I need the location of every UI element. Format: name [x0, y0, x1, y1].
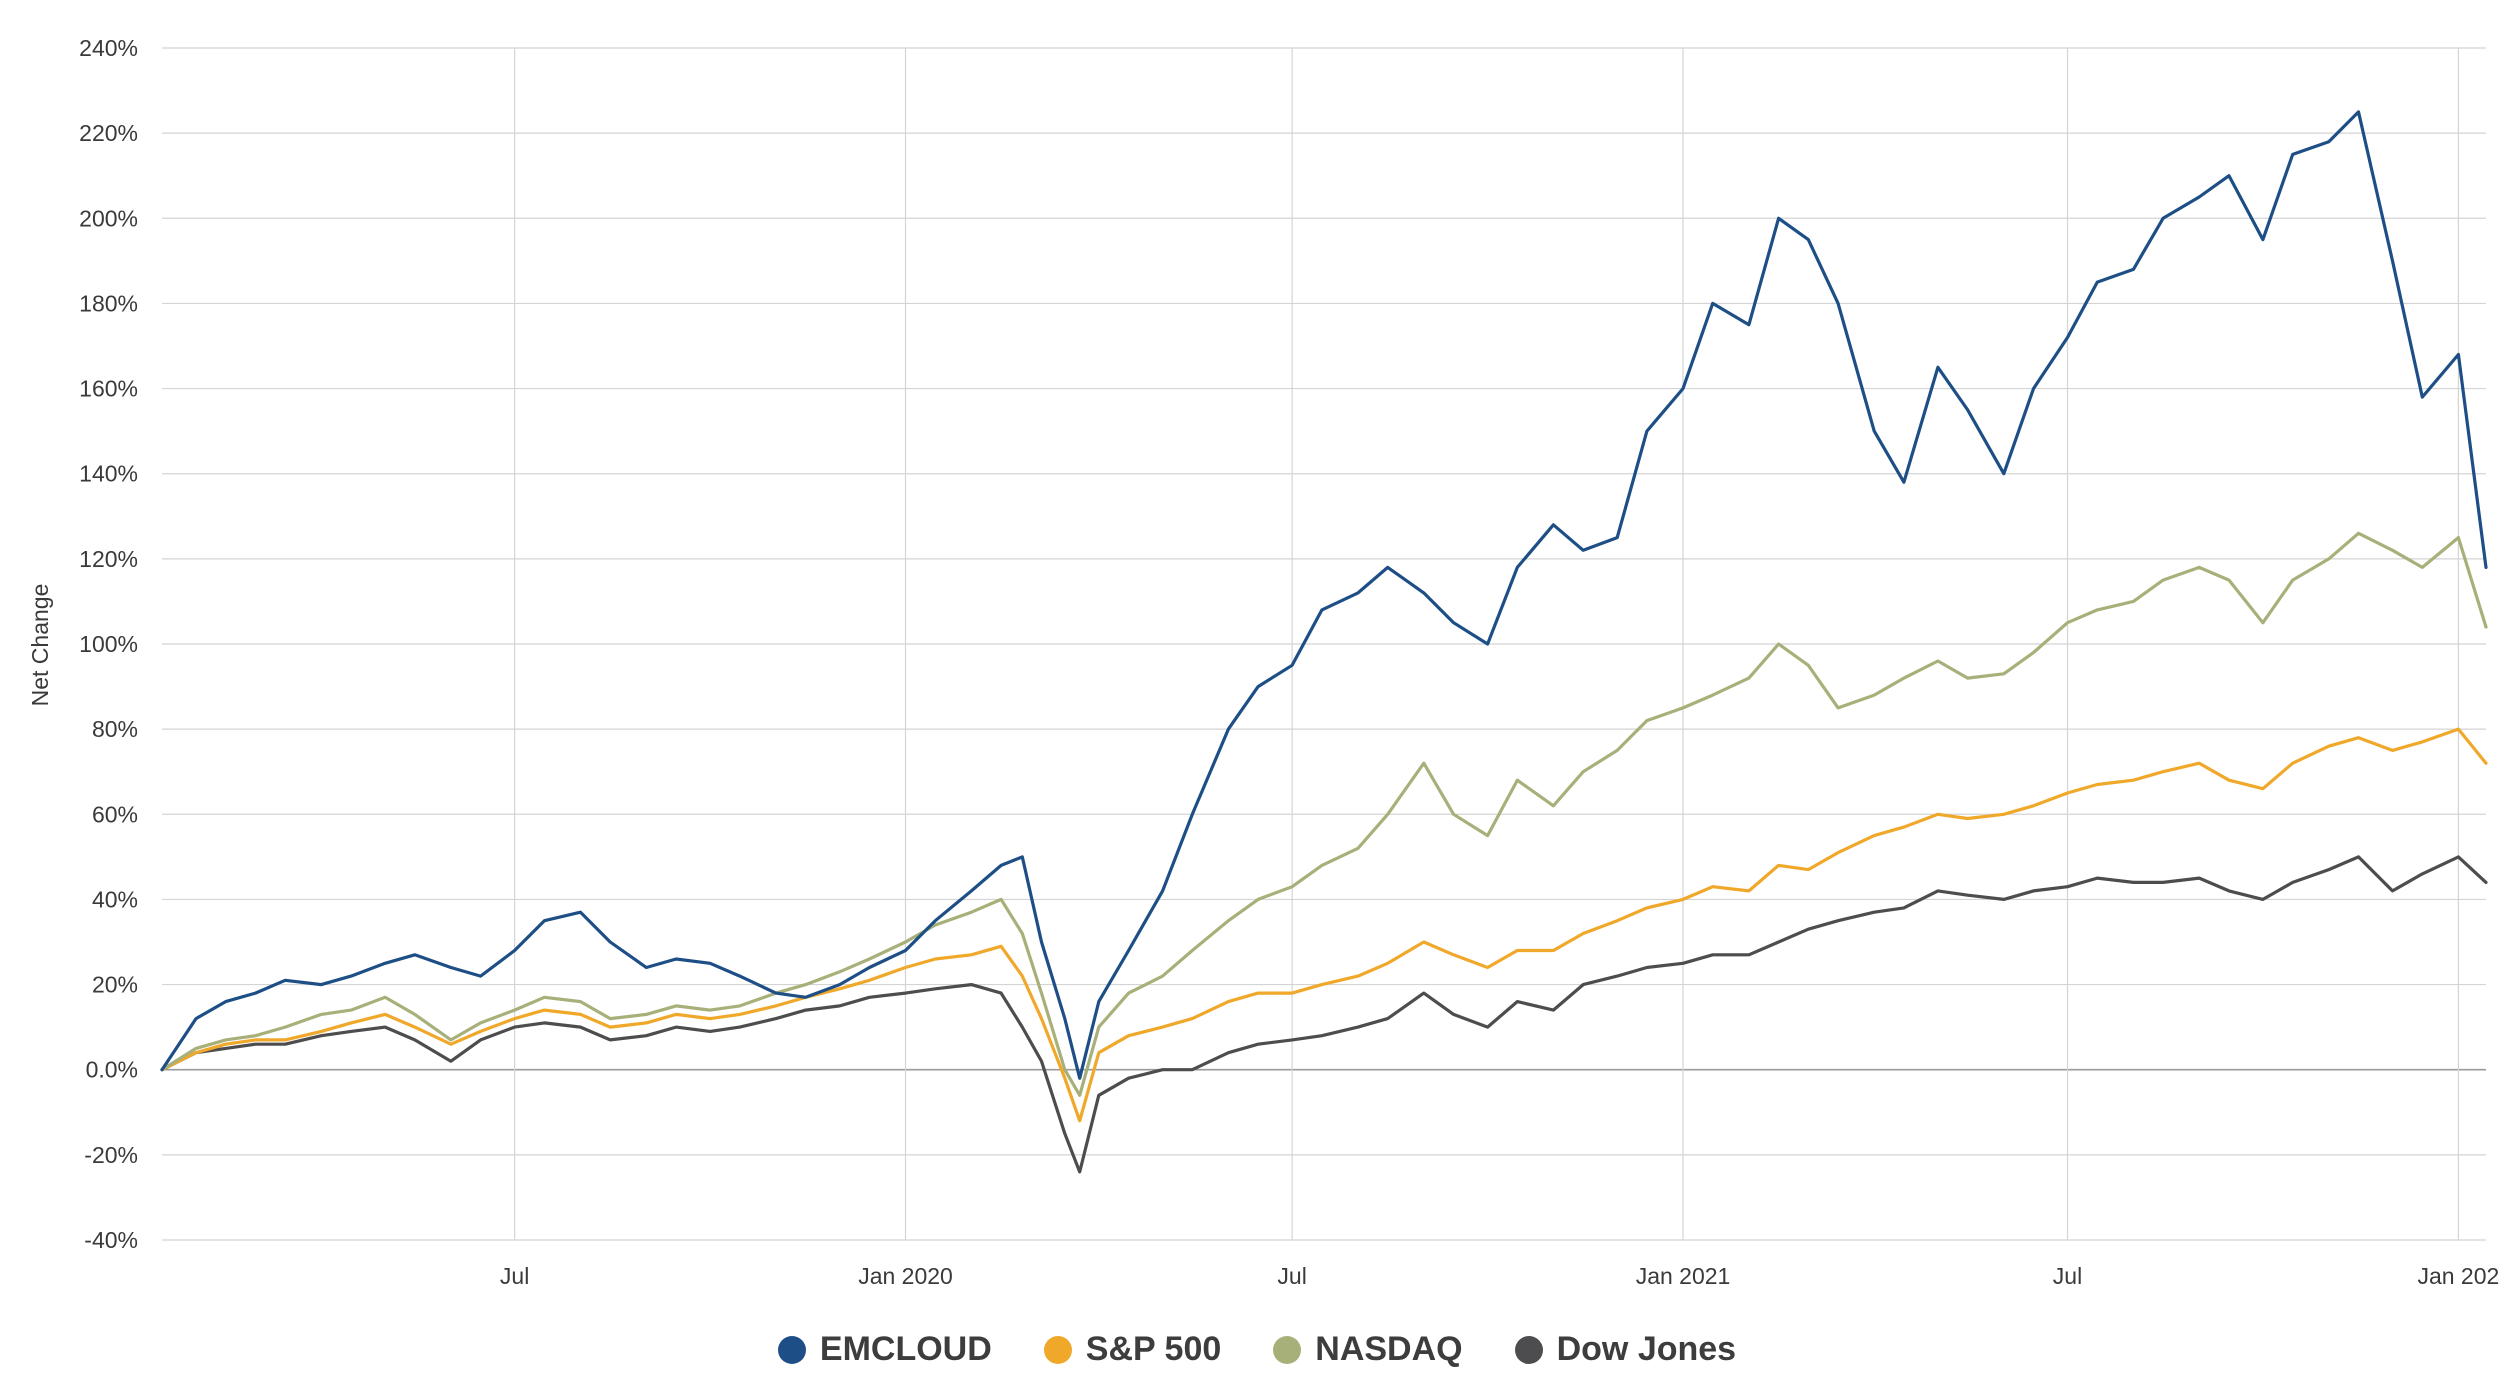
- legend-marker: [1273, 1335, 1302, 1364]
- horizontal-gridlines: [162, 47, 2486, 1241]
- y-axis-label: Net Change: [27, 584, 53, 707]
- series-line-emcloud: [160, 110, 2488, 1080]
- series-lines: [160, 110, 2488, 1174]
- series-line-dow-jones: [160, 855, 2488, 1174]
- y-tick-label: 60%: [92, 801, 138, 827]
- legend-label: NASDAQ: [1315, 1330, 1463, 1368]
- y-tick-label: 40%: [92, 886, 138, 912]
- y-tick-label: 140%: [79, 461, 138, 487]
- y-axis-ticks: 240% 220% 200% 180% 160% 140% 120% 100% 80% 60% 40…: [79, 35, 138, 1253]
- y-tick-label: 80%: [92, 716, 138, 742]
- y-tick-label: 240%: [79, 35, 138, 61]
- series-line-s-p-500: [160, 727, 2488, 1123]
- y-tick-label: 160%: [79, 376, 138, 402]
- y-tick-label: 200%: [79, 205, 138, 231]
- series-line-nasdaq: [160, 531, 2488, 1097]
- x-tick-label: Jan 2021: [1636, 1263, 1731, 1289]
- y-tick-label: 120%: [79, 546, 138, 572]
- legend-label: EMCLOUD: [819, 1330, 992, 1368]
- x-axis-ticks: Jul Jan 2020 Jul Jan 2021 Jul Jan 202: [500, 1263, 2499, 1289]
- y-tick-label: -40%: [84, 1227, 138, 1253]
- x-tick-label: Jan 202: [2417, 1263, 2499, 1289]
- legend-label: Dow Jones: [1556, 1330, 1737, 1368]
- y-tick-label: -20%: [84, 1142, 138, 1168]
- x-tick-label: Jul: [1277, 1263, 1306, 1289]
- legend-label: S&P 500: [1085, 1330, 1222, 1368]
- x-tick-label: Jan 2020: [858, 1263, 953, 1289]
- y-tick-label: 180%: [79, 290, 138, 316]
- legend-item-nasdaq[interactable]: NASDAQ: [1273, 1330, 1463, 1369]
- y-tick-label: 20%: [92, 972, 138, 998]
- y-tick-label: 0.0%: [86, 1057, 138, 1083]
- x-tick-label: Jul: [500, 1263, 529, 1289]
- legend-marker: [1514, 1335, 1543, 1364]
- vertical-gridlines: [514, 48, 2459, 1240]
- y-tick-label: 100%: [79, 631, 138, 657]
- legend-marker: [1043, 1335, 1072, 1364]
- legend-item-emcloud[interactable]: EMCLOUD: [777, 1330, 992, 1369]
- legend-item-dow-jones[interactable]: Dow Jones: [1514, 1330, 1737, 1369]
- y-tick-label: 220%: [79, 120, 138, 146]
- legend: EMCLOUD S&P 500 NASDAQ Dow Jones: [0, 1330, 2514, 1369]
- legend-item-sp500[interactable]: S&P 500: [1043, 1330, 1222, 1369]
- legend-marker: [777, 1335, 806, 1364]
- x-tick-label: Jul: [2053, 1263, 2082, 1289]
